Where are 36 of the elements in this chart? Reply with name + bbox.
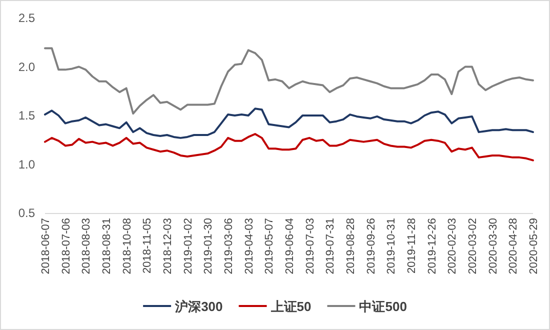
x-tick-label: 2019-03-06 — [223, 218, 235, 274]
x-tick-label: 2019-08-28 — [345, 218, 357, 274]
x-tick-label: 2019-06-04 — [284, 218, 296, 274]
line-series — [44, 133, 534, 162]
x-tick-label: 2018-12-03 — [162, 218, 174, 274]
x-tick-label: 2019-09-26 — [365, 218, 378, 274]
x-tick-label: 2019-07-03 — [304, 218, 316, 274]
x-tick-label: 2018-07-06 — [60, 218, 72, 274]
y-tick-label: 2.5 — [18, 11, 36, 25]
y-tick-label: 1.5 — [18, 108, 36, 122]
x-tick-label: 2019-11-28 — [406, 218, 418, 274]
x-tick-label: 2019-05-07 — [264, 218, 276, 274]
x-tick-label: 2019-07-31 — [324, 218, 337, 274]
x-tick-label: 2018-10-08 — [121, 218, 134, 274]
x-tick-label: 2020-05-29 — [528, 218, 540, 274]
x-tick-label: 2018-08-03 — [80, 218, 93, 274]
x-tick-label: 2019-12-26 — [426, 218, 438, 274]
x-tick-label: 2020-02-03 — [446, 218, 459, 274]
x-tick-label: 2018-11-05 — [142, 218, 154, 274]
x-tick-label: 2018-06-07 — [40, 218, 52, 274]
legend-label: 中证500 — [359, 299, 407, 314]
x-tick-label: 2019-10-31 — [386, 218, 398, 274]
line-series — [44, 47, 534, 115]
x-tick-label: 2020-03-30 — [487, 218, 500, 274]
y-tick-label: 0.5 — [18, 206, 36, 220]
line-series — [44, 108, 534, 139]
legend-label: 上证50 — [270, 299, 312, 314]
x-tick-label: 2019-01-02 — [182, 218, 194, 274]
x-tick-label: 2020-03-02 — [467, 218, 479, 274]
x-tick-label: 2019-04-03 — [243, 218, 256, 274]
x-tick-label: 2019-01-30 — [202, 218, 215, 274]
y-tick-label: 1.0 — [18, 157, 36, 172]
x-tick-label: 2018-08-31 — [101, 218, 113, 274]
y-tick-label: 2.0 — [18, 60, 36, 74]
legend-label: 沪深300 — [174, 299, 223, 314]
x-tick-label: 2020-04-28 — [508, 218, 520, 274]
